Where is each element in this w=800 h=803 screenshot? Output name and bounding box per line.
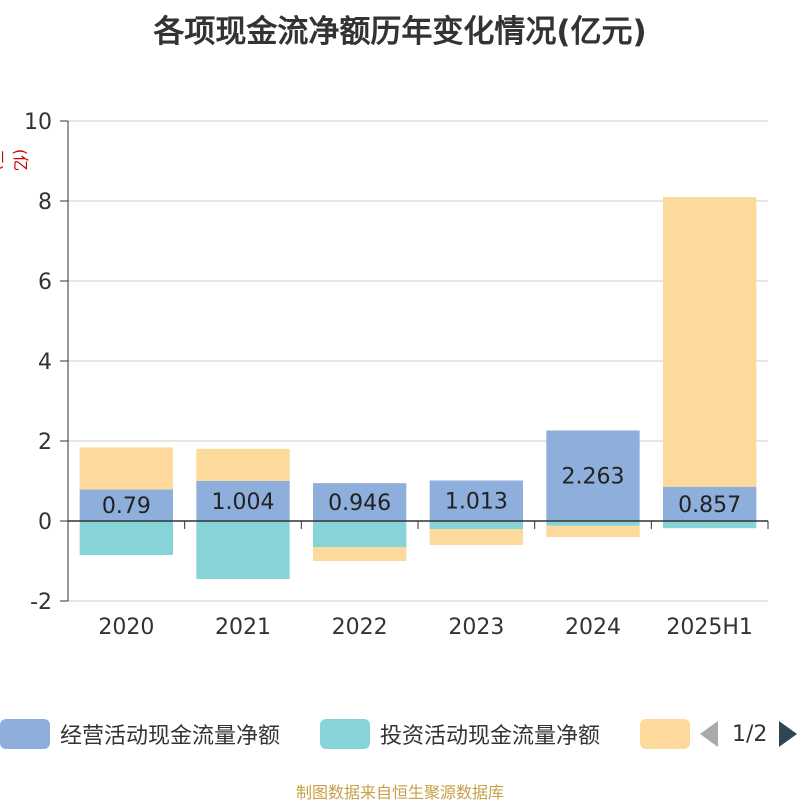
bar-series1-2023 [429, 480, 523, 521]
bar-series1-2020 [79, 489, 173, 521]
bar-series1-2024 [546, 430, 640, 521]
chart-title: 各项现金流净额历年变化情况(亿元) [153, 14, 647, 50]
data-label: 1.004 [212, 490, 275, 515]
legend-next-page-icon[interactable] [779, 721, 798, 747]
bar-series2-2022 [313, 521, 407, 547]
legend-page-indicator: 1/2 [732, 721, 768, 747]
bar-series3-2024 [546, 525, 640, 537]
y-tick-label: 8 [38, 190, 52, 215]
bar-series3-2023 [429, 529, 523, 545]
bar-series1-2022 [313, 483, 407, 521]
legend-item-operating[interactable]: 经营活动现金流量净额 [0, 716, 280, 752]
x-tick-label: 2023 [448, 615, 504, 640]
bar-series2-2020 [79, 521, 173, 555]
x-tick-label: 2024 [565, 615, 621, 640]
data-label: 0.857 [678, 493, 741, 518]
data-label: 0.79 [102, 494, 151, 519]
y-tick-label: 0 [38, 510, 52, 535]
stacked-bar-chart: -2 0 2 4 6 8 10 0.79 1.004 0.946 1.013 2.263 0.857 20… [24, 110, 769, 640]
data-label: 2.263 [562, 465, 625, 490]
y-tick-label: 4 [38, 350, 52, 375]
x-tick-label: 2020 [98, 615, 154, 640]
legend-prev-page-icon[interactable] [700, 721, 718, 747]
legend-swatch-third-series [640, 719, 690, 749]
bar-series2-2024 [546, 521, 640, 526]
legend-label-operating: 经营活动现金流量净额 [60, 724, 281, 749]
data-source-note: 制图数据来自恒生聚源数据库 [295, 783, 504, 802]
bar-series2-2023 [429, 521, 523, 529]
bar-series2-2021 [196, 521, 290, 579]
bar-series3-2022 [313, 547, 407, 561]
y-tick-label: 2 [38, 430, 52, 455]
legend: 经营活动现金流量净额 投资活动现金流量净额 [0, 716, 800, 752]
data-label: 1.013 [445, 490, 508, 515]
legend-item-third-series[interactable] [640, 716, 700, 752]
x-tick-label: 2021 [215, 615, 271, 640]
y-tick-label: -2 [30, 590, 52, 615]
bar-series3-2020 [79, 447, 173, 490]
y-tick-label: 6 [38, 270, 52, 295]
bar-series3-2025H1 [663, 197, 757, 487]
legend-swatch-operating [0, 719, 50, 749]
data-label: 0.946 [328, 491, 391, 516]
x-tick-label: 2025H1 [666, 615, 753, 640]
x-tick-label: 2022 [332, 615, 388, 640]
bar-series1-2025H1 [663, 486, 757, 521]
bar-series1-2021 [196, 480, 290, 521]
legend-pager: 1/2 [700, 716, 798, 752]
legend-label-investing: 投资活动现金流量净额 [380, 724, 601, 749]
bar-series3-2021 [196, 448, 290, 481]
bar-series2-2025H1 [663, 521, 757, 529]
legend-swatch-investing [320, 719, 370, 749]
legend-item-investing[interactable]: 投资活动现金流量净额 [320, 716, 600, 752]
y-tick-label: 10 [24, 110, 52, 135]
